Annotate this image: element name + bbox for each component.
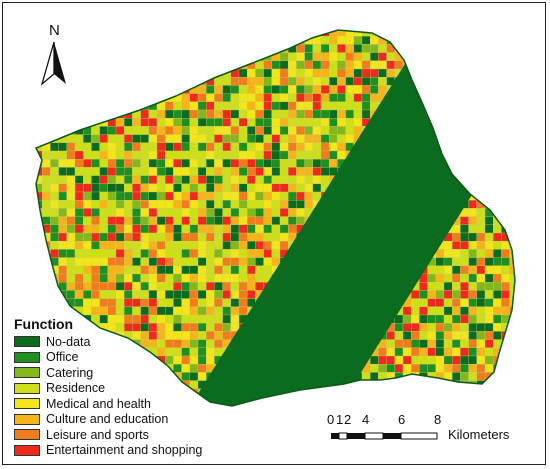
legend-item: Office <box>14 350 202 366</box>
legend-swatch <box>14 367 40 379</box>
legend-item: Catering <box>14 365 202 381</box>
legend-label: Leisure and sports <box>46 427 149 442</box>
legend-item: Culture and education <box>14 412 202 428</box>
legend-item: Residence <box>14 381 202 397</box>
north-arrow-icon <box>40 41 66 86</box>
legend-label: Culture and education <box>46 412 169 427</box>
legend-item: Leisure and sports <box>14 427 202 443</box>
legend-label: Residence <box>46 381 106 396</box>
scale-tick-label: 8 <box>434 412 442 427</box>
legend-swatch <box>14 444 40 456</box>
legend-swatch <box>14 398 40 410</box>
legend-swatch <box>14 382 40 394</box>
scale-unit: Kilometers <box>448 427 510 442</box>
scale-bar-graphic <box>331 432 438 440</box>
no-data-bands <box>150 40 500 406</box>
legend-item: Entertainment and shopping <box>14 443 202 459</box>
legend-item: No-data <box>14 334 202 350</box>
legend-title: Function <box>14 316 74 332</box>
scale-tick-label: 4 <box>362 412 370 427</box>
legend-label: Entertainment and shopping <box>46 443 203 458</box>
legend-swatch <box>14 413 40 425</box>
north-label: N <box>49 22 60 39</box>
scale-tick-label: 6 <box>398 412 406 427</box>
legend-label: No-data <box>46 334 91 349</box>
legend-label: Catering <box>46 365 94 380</box>
legend-label: Medical and health <box>46 396 151 411</box>
legend-swatch <box>14 351 40 363</box>
scale-tick-label: 0 <box>327 412 335 427</box>
legend-item: Medical and health <box>14 396 202 412</box>
legend-swatch <box>14 429 40 441</box>
scale-tick-label: 2 <box>344 412 352 427</box>
legend: Function No-data Office Catering Residence M… <box>14 316 202 458</box>
north-arrow: N <box>40 22 70 86</box>
legend-label: Office <box>46 350 79 365</box>
legend-swatch <box>14 336 40 348</box>
scale-tick-label: 1 <box>336 412 344 427</box>
